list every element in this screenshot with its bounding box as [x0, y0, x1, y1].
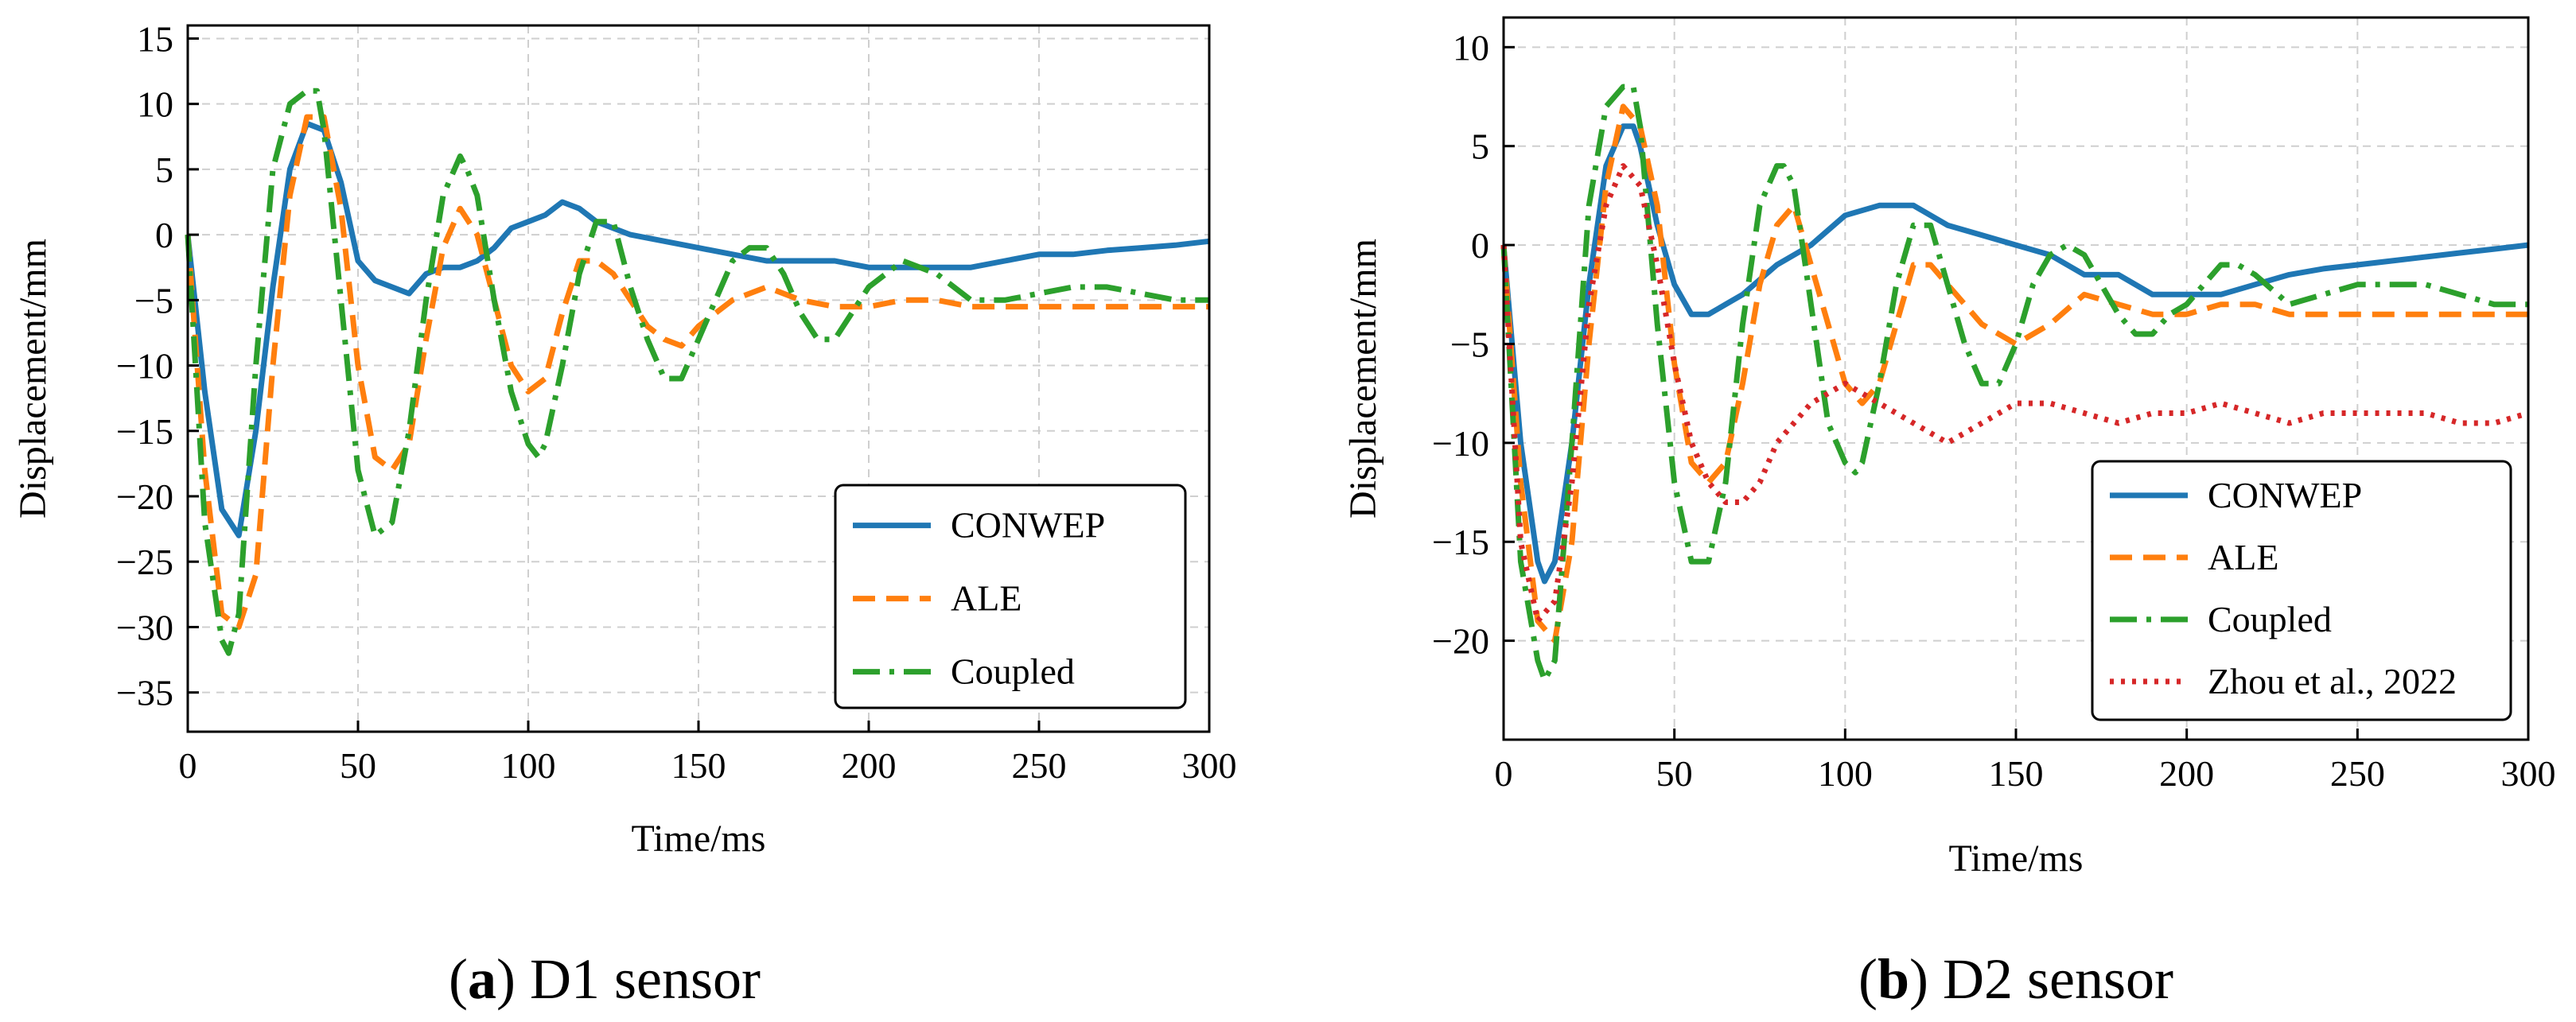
- y-tick-label: −5: [1450, 324, 1489, 364]
- y-tick-label: −35: [116, 673, 173, 713]
- legend-label: ALE: [951, 578, 1021, 619]
- series-line-ale: [185, 114, 1209, 630]
- y-tick-label: −10: [116, 346, 173, 387]
- x-tick-label: 150: [1989, 753, 2044, 794]
- y-tick-label: 10: [1453, 27, 1489, 68]
- y-tick-label: 15: [137, 18, 173, 59]
- x-tick-label: 300: [2501, 753, 2556, 794]
- caption: (b) D2 sensor: [1858, 947, 2173, 1011]
- y-tick-label: −25: [116, 542, 173, 582]
- series-line-ale: [1500, 103, 2528, 644]
- legend-label: CONWEP: [951, 505, 1105, 546]
- caption: (a) D1 sensor: [449, 947, 761, 1011]
- legend-label: Coupled: [2208, 599, 2332, 639]
- y-tick-label: −20: [116, 476, 173, 517]
- series-line-coupled: [1500, 84, 2528, 683]
- y-axis-label: Displacement/mm: [12, 239, 54, 519]
- x-tick-label: 100: [1818, 753, 1873, 794]
- caption-text: ) D2 sensor: [1909, 947, 2173, 1011]
- legend: CONWEP ALE Coupled Zhou et al., 2022: [2091, 460, 2512, 721]
- y-tick-label: 5: [1471, 126, 1489, 167]
- legend-box: [2091, 460, 2512, 721]
- series-line-zhou-et-al-2022: [1500, 163, 2529, 624]
- y-tick-label: −20: [1432, 621, 1489, 662]
- x-axis-label: Time/ms: [1949, 837, 2084, 880]
- chart-1: 0 50 100 150 200 250 300151050−5−10−15−20−25−3…: [12, 18, 1237, 1011]
- legend-label: Coupled: [951, 651, 1075, 692]
- y-tick-label: −30: [116, 607, 173, 647]
- chart-2: 0 50 100 150 200 250 3001050−5−10−15−20Time/ms…: [1342, 16, 2556, 1011]
- y-axis-label: Displacement/mm: [1342, 239, 1384, 519]
- x-tick-label: 0: [179, 745, 197, 786]
- legend-label: Zhou et al., 2022: [2208, 661, 2457, 701]
- y-tick-label: 5: [155, 150, 173, 190]
- legend: CONWEP ALE Coupled: [834, 484, 1187, 709]
- caption-letter: a: [468, 947, 496, 1011]
- caption-text: ) D1 sensor: [496, 947, 761, 1011]
- x-tick-label: 50: [340, 745, 376, 786]
- x-tick-label: 100: [501, 745, 556, 786]
- y-tick-label: −15: [116, 411, 173, 452]
- y-tick-label: −15: [1432, 522, 1489, 562]
- x-tick-label: 50: [1656, 753, 1693, 794]
- caption-paren-open: (: [1858, 947, 1878, 1011]
- y-tick-label: −5: [134, 280, 173, 321]
- x-tick-label: 250: [2330, 753, 2385, 794]
- y-tick-label: 0: [1471, 225, 1489, 266]
- x-axis-label: Time/ms: [632, 818, 766, 860]
- series-line-coupled: [185, 87, 1209, 656]
- series-line-conwep: [1500, 123, 2529, 585]
- caption-paren-open: (: [449, 947, 468, 1011]
- x-tick-label: 250: [1012, 745, 1067, 786]
- y-tick-label: −10: [1432, 423, 1489, 464]
- x-tick-label: 300: [1182, 745, 1237, 786]
- x-tick-label: 150: [671, 745, 726, 786]
- x-tick-label: 200: [2159, 753, 2214, 794]
- legend-label: ALE: [2208, 537, 2278, 577]
- x-tick-label: 0: [1495, 753, 1513, 794]
- y-tick-label: 10: [137, 84, 173, 125]
- legend-label: CONWEP: [2208, 475, 2362, 515]
- legend-box: [834, 484, 1187, 709]
- y-tick-label: 0: [155, 215, 173, 255]
- caption-letter: b: [1878, 947, 1909, 1011]
- x-tick-label: 200: [842, 745, 897, 786]
